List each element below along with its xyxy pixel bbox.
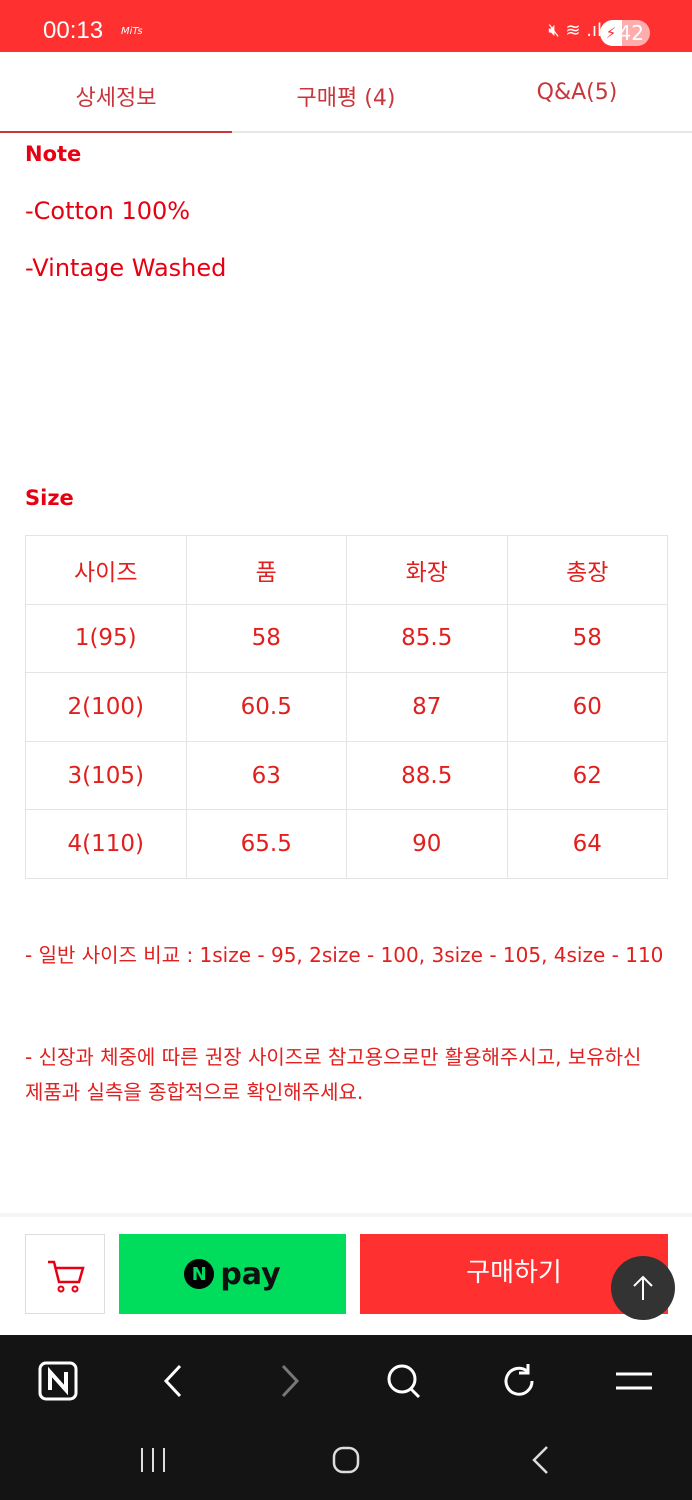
table-row: 4(110) 65.5 90 64 [25, 809, 668, 879]
table-cell: 88.5 [346, 740, 508, 811]
table-cell: 60 [506, 672, 668, 742]
table-row: 2(100) 60.5 87 60 [25, 672, 668, 742]
browser-nav [0, 1335, 692, 1500]
table-cell: 64 [506, 809, 668, 879]
naver-home-icon[interactable] [37, 1360, 79, 1402]
arrow-up-icon [633, 1275, 653, 1300]
table-cell: 2(100) [25, 672, 187, 742]
tab-details[interactable]: 상세정보 [75, 86, 157, 111]
cart-button[interactable] [25, 1234, 105, 1314]
tab-qna[interactable]: Q&A(5) [536, 80, 618, 105]
table-cell: 사이즈 [25, 535, 187, 605]
back-icon[interactable] [155, 1360, 191, 1402]
battery-level: 42 [618, 21, 644, 45]
table-cell: 1(95) [25, 603, 187, 674]
table-cell: 3(105) [25, 740, 187, 811]
mute-wifi-signal-icons: 🔇︎ ≋ .ıl [548, 20, 602, 41]
table-cell: 90 [346, 809, 508, 879]
search-icon[interactable] [384, 1360, 424, 1402]
size-note: - 일반 사이즈 비교 : 1size - 95, 2size - 100, 3… [25, 943, 664, 967]
tab-bar: 상세정보 구매평 (4) Q&A(5) [0, 52, 692, 133]
table-row: 1(95) 58 85.5 58 [25, 603, 668, 674]
home-icon[interactable] [331, 1445, 361, 1475]
table-cell: 총장 [506, 535, 668, 605]
table-cell: 65.5 [185, 809, 347, 879]
table-cell: 62 [506, 740, 668, 811]
table-cell: 58 [506, 603, 668, 674]
menu-icon[interactable] [614, 1360, 654, 1402]
table-header-row: 사이즈 품 화장 총장 [25, 535, 668, 605]
table-row: 3(105) 63 88.5 62 [25, 740, 668, 811]
note-line: -Vintage Washed [25, 254, 227, 282]
table-cell: 63 [185, 740, 347, 811]
table-cell: 58 [185, 603, 347, 674]
size-note: - 신장과 체중에 따른 권장 사이즈로 참고용으로만 활용해주시고, 보유하신… [25, 1045, 642, 1104]
battery-icon: ⚡ 42 [600, 20, 650, 46]
npay-logo: N [184, 1259, 215, 1289]
scroll-top-button[interactable] [611, 1256, 675, 1320]
tab-reviews[interactable]: 구매평 (4) [296, 86, 396, 111]
notification-icon: MiTs [121, 26, 143, 37]
status-bar: 00:13 MiTs 🔇︎ ≋ .ıl ⚡ 42 [0, 0, 692, 52]
npay-label: pay [220, 1256, 281, 1292]
cart-icon [48, 1260, 85, 1293]
table-cell: 85.5 [346, 603, 508, 674]
table-cell: 화장 [346, 535, 508, 605]
recent-apps-icon[interactable] [138, 1445, 168, 1475]
forward-icon[interactable] [272, 1360, 308, 1402]
active-tab-indicator [0, 131, 232, 133]
table-cell: 4(110) [25, 809, 187, 879]
table-cell: 60.5 [185, 672, 347, 742]
system-back-icon[interactable] [526, 1445, 556, 1475]
note-line: -Cotton 100% [25, 197, 191, 225]
note-heading: Note [25, 142, 82, 166]
clock: 00:13 [43, 17, 104, 44]
table-cell: 품 [185, 535, 347, 605]
size-heading: Size [25, 486, 74, 510]
table-cell: 87 [346, 672, 508, 742]
size-table: 사이즈 품 화장 총장 1(95) 58 85.5 58 2(100) 60.5 87 60 3(105… [25, 535, 668, 879]
refresh-icon[interactable] [500, 1360, 540, 1402]
